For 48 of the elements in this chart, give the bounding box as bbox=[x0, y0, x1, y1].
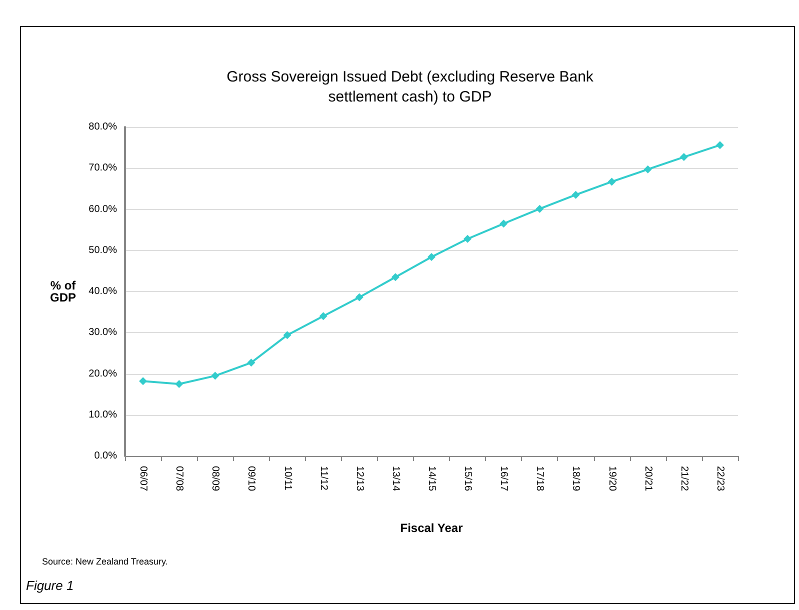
point bbox=[644, 165, 652, 174]
point bbox=[391, 273, 400, 282]
x-tick-label: 09/10 bbox=[246, 466, 257, 492]
x-tick-label: 16/17 bbox=[498, 466, 510, 492]
x-tick-label: 18/19 bbox=[570, 466, 582, 492]
x-tick-label: 22/23 bbox=[714, 466, 726, 492]
caption: Figure 1 bbox=[26, 578, 74, 593]
point bbox=[680, 153, 688, 162]
x-tick-label: 19/20 bbox=[606, 466, 618, 492]
y-tick-label: 10.0% bbox=[88, 409, 118, 420]
point bbox=[500, 220, 508, 228]
chart-title: Gross Sovereign Issued Debt (excluding Reserve Bank settlement cash) to GDP bbox=[226, 68, 594, 106]
x-tick-label: 06/07 bbox=[138, 466, 149, 492]
point bbox=[211, 372, 220, 380]
point bbox=[608, 178, 616, 186]
point bbox=[139, 377, 148, 386]
y-tick-label: 70.0% bbox=[88, 162, 118, 174]
x-tick-label: 07/08 bbox=[174, 466, 185, 492]
point bbox=[464, 234, 472, 243]
point bbox=[283, 331, 292, 340]
x-tick-label: 15/16 bbox=[462, 466, 474, 492]
x-tick-label: 08/09 bbox=[210, 466, 221, 492]
x-tick-label: 21/22 bbox=[678, 466, 690, 492]
x-tick-label: 20/21 bbox=[642, 466, 654, 492]
x-tick-label: 12/13 bbox=[354, 466, 365, 492]
point bbox=[355, 293, 364, 302]
x-tick-label: 10/11 bbox=[282, 466, 293, 491]
x-tick-label: 14/15 bbox=[426, 466, 437, 492]
x-tick-label: 17/18 bbox=[534, 466, 546, 492]
point bbox=[572, 190, 580, 199]
x-axis-title: Fiscal Year bbox=[400, 521, 464, 535]
point bbox=[428, 252, 436, 261]
y-tick-label: 80.0% bbox=[88, 122, 118, 132]
y-tick-label: 20.0% bbox=[88, 368, 118, 380]
y-tick-label: 40.0% bbox=[88, 286, 118, 297]
point bbox=[536, 204, 544, 213]
point bbox=[716, 141, 724, 150]
y-tick-label: 0.0% bbox=[94, 450, 118, 462]
y-tick-label: 60.0% bbox=[88, 204, 118, 215]
point bbox=[319, 312, 328, 320]
source-note: Source: New Zealand Treasury. bbox=[42, 556, 168, 566]
x-tick-label: 11/12 bbox=[318, 466, 329, 491]
y-axis-title: % of GDP bbox=[50, 278, 77, 304]
y-tick-label: 30.0% bbox=[88, 327, 118, 338]
point bbox=[247, 358, 256, 367]
x-tick-label: 13/14 bbox=[390, 466, 401, 492]
point bbox=[175, 380, 184, 388]
y-tick-label: 50.0% bbox=[88, 244, 118, 256]
